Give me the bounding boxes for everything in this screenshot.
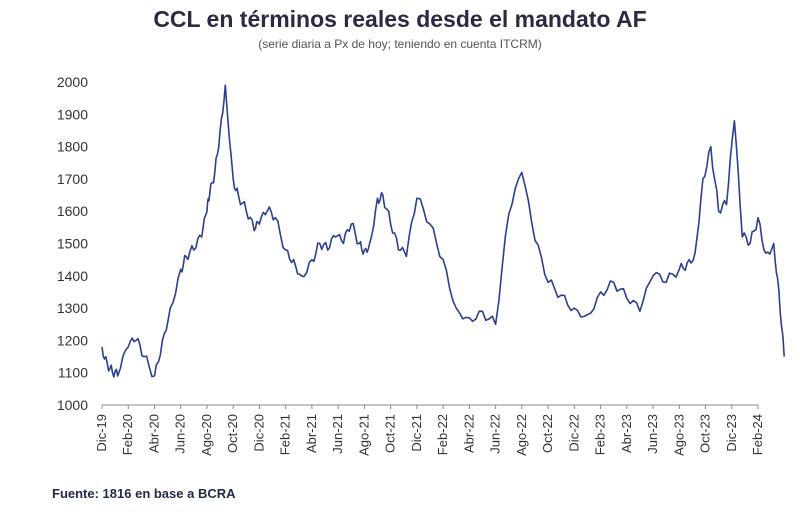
x-tick-label: Feb-21 xyxy=(278,414,293,455)
x-tick-label: Feb-23 xyxy=(593,414,608,455)
x-tick-label: Dic-22 xyxy=(566,414,581,452)
x-tick-label: Ago-22 xyxy=(514,414,529,456)
y-tick-label: 1000 xyxy=(57,397,88,413)
x-tick-label: Oct-21 xyxy=(383,414,398,453)
y-tick-label: 2000 xyxy=(57,74,88,90)
x-tick-label: Abr-22 xyxy=(461,414,476,453)
x-tick-label: Dic-20 xyxy=(251,414,266,452)
y-tick-label: 1600 xyxy=(57,203,88,219)
x-tick-label: Dic-19 xyxy=(94,414,109,452)
y-tick-label: 1300 xyxy=(57,300,88,316)
x-tick-label: Feb-24 xyxy=(750,414,765,455)
x-tick-label: Ago-21 xyxy=(356,414,371,456)
y-tick-label: 1200 xyxy=(57,332,88,348)
y-tick-label: 1700 xyxy=(57,171,88,187)
y-tick-label: 1500 xyxy=(57,236,88,252)
x-tick-label: Abr-23 xyxy=(619,414,634,453)
x-tick-label: Dic-23 xyxy=(724,414,739,452)
y-axis: 1000 1100 1200 1300 1400 1500 1600 1700 1800 1900… xyxy=(57,74,88,413)
x-tick-label: Jun-23 xyxy=(645,414,660,454)
y-tick-label: 1400 xyxy=(57,268,88,284)
chart-title: CCL en términos reales desde el mandato … xyxy=(153,6,647,32)
x-tick-label: Jun-20 xyxy=(173,414,188,454)
y-tick-label: 1900 xyxy=(57,106,88,122)
source-note: Fuente: 1816 en base a BCRA xyxy=(52,486,236,501)
x-tick-label: Jun-21 xyxy=(330,414,345,454)
x-tick-label: Ago-20 xyxy=(199,414,214,456)
x-tick-label: Oct-22 xyxy=(540,414,555,453)
x-axis: Dic-19 Feb-20 Abr-20 Jun-20 Ago-20 Oct-20 Dic-… xyxy=(94,404,765,456)
y-tick-label: 1800 xyxy=(57,139,88,155)
x-tick-label: Jun-22 xyxy=(488,414,503,454)
x-tick-label: Abr-21 xyxy=(304,414,319,453)
x-tick-label: Ago-23 xyxy=(671,414,686,456)
series-group xyxy=(101,84,785,378)
x-tick-label: Oct-20 xyxy=(225,414,240,453)
chart-subtitle: (serie diaria a Px de hoy; teniendo en c… xyxy=(258,37,542,51)
x-tick-label: Feb-22 xyxy=(435,414,450,455)
series-line xyxy=(101,84,785,378)
x-tick-label: Oct-23 xyxy=(698,414,713,453)
x-tick-label: Abr-20 xyxy=(146,414,161,453)
x-tick-label: Feb-20 xyxy=(120,414,135,455)
y-tick-label: 1100 xyxy=(58,365,88,381)
x-tick-label: Dic-21 xyxy=(409,414,424,452)
